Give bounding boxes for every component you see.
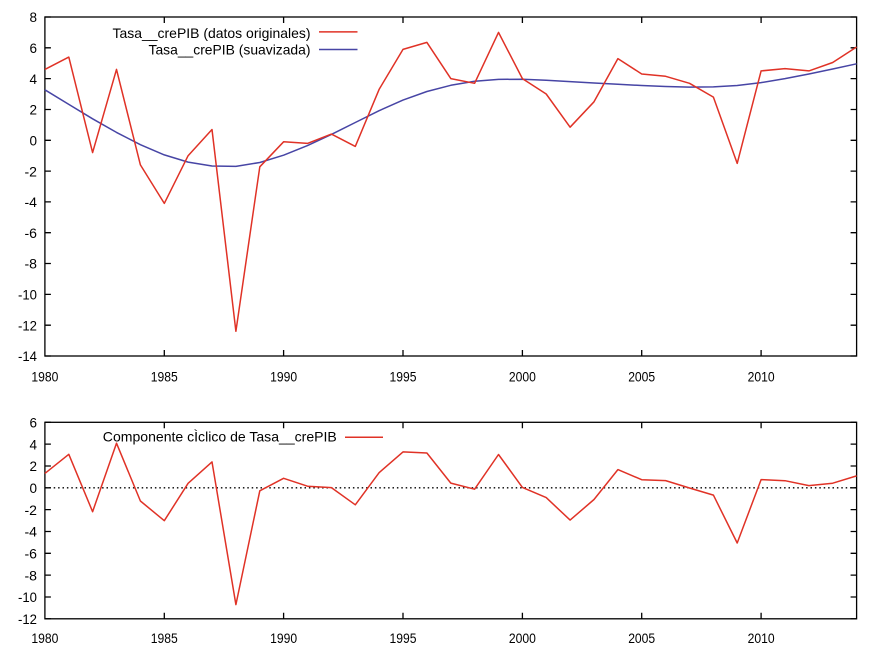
svg-text:1990: 1990 <box>270 370 297 385</box>
svg-text:-2: -2 <box>25 164 38 179</box>
svg-text:1980: 1980 <box>31 370 58 385</box>
svg-text:-12: -12 <box>18 612 37 627</box>
svg-text:-4: -4 <box>25 525 38 540</box>
svg-text:8: 8 <box>29 10 37 25</box>
svg-text:0: 0 <box>29 134 37 149</box>
svg-text:1990: 1990 <box>270 631 297 646</box>
svg-text:-4: -4 <box>25 195 38 210</box>
svg-text:-12: -12 <box>18 318 37 333</box>
svg-text:2010: 2010 <box>748 370 775 385</box>
svg-text:Tasa__crePIB (suavizada): Tasa__crePIB (suavizada) <box>149 41 311 57</box>
svg-text:6: 6 <box>29 416 37 431</box>
svg-text:1980: 1980 <box>31 631 58 646</box>
svg-text:-8: -8 <box>25 257 38 272</box>
svg-text:1995: 1995 <box>390 631 417 646</box>
svg-text:0: 0 <box>29 481 37 496</box>
svg-text:1985: 1985 <box>151 631 178 646</box>
svg-text:1985: 1985 <box>151 370 178 385</box>
svg-text:-10: -10 <box>18 590 37 605</box>
svg-text:-14: -14 <box>18 349 37 364</box>
svg-text:-10: -10 <box>18 288 37 303</box>
svg-text:4: 4 <box>29 72 37 87</box>
svg-text:Componente cÌclico de Tasa__cr: Componente cÌclico de Tasa__crePIB <box>103 429 337 445</box>
svg-text:4: 4 <box>29 437 37 452</box>
svg-text:1995: 1995 <box>390 370 417 385</box>
svg-text:2000: 2000 <box>509 631 536 646</box>
svg-text:-6: -6 <box>25 226 38 241</box>
svg-text:-8: -8 <box>25 568 38 583</box>
svg-text:6: 6 <box>29 41 37 56</box>
svg-text:2000: 2000 <box>509 370 536 385</box>
svg-text:2005: 2005 <box>628 631 655 646</box>
svg-text:Tasa__crePIB (datos originales: Tasa__crePIB (datos originales) <box>113 25 311 41</box>
svg-text:2005: 2005 <box>628 370 655 385</box>
svg-text:-2: -2 <box>25 503 38 518</box>
svg-text:2: 2 <box>29 459 37 474</box>
svg-text:2: 2 <box>29 103 37 118</box>
svg-text:2010: 2010 <box>748 631 775 646</box>
svg-text:-6: -6 <box>25 547 38 562</box>
